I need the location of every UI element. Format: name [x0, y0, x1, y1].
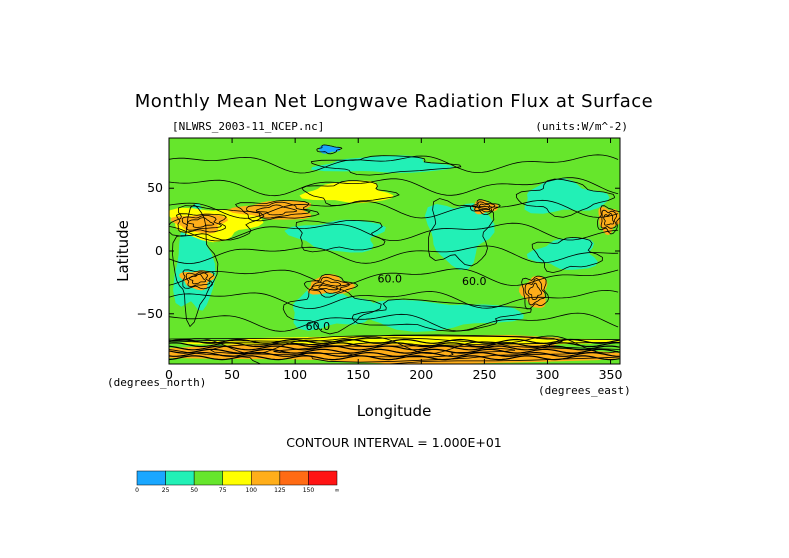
contour-line [603, 213, 615, 226]
colorbar-swatch [222, 470, 252, 486]
colorbar-tick-label: 0 [135, 487, 139, 494]
region-100-10 [170, 213, 228, 234]
x-tick-label: 150 [346, 367, 370, 382]
contour-line [169, 312, 619, 332]
contour-line [169, 289, 619, 310]
colorbar-swatch [251, 470, 281, 486]
contour-line [515, 178, 616, 218]
colorbar: 0 25 50 75 100 125 150 ∞ [135, 470, 340, 494]
contour-line [169, 345, 620, 351]
contour-line [427, 198, 495, 267]
contour-line [316, 144, 343, 155]
region-25-7 [524, 178, 610, 214]
contour-line [597, 205, 620, 235]
colorbar-tick-label: 150 [303, 487, 315, 494]
colorbar-swatch [136, 470, 166, 486]
contour-line [169, 222, 619, 242]
colorbar-swatch [279, 470, 309, 486]
y-unit-label: (degrees_north) [107, 376, 206, 389]
y-axis-ticks: 50 0 −50 [137, 180, 620, 321]
contour-line [318, 280, 342, 291]
contour-label: 60.0 [462, 275, 487, 288]
contour-line [169, 334, 620, 364]
contour-line [310, 155, 462, 176]
contour-line [303, 274, 359, 298]
x-tick-label: 100 [283, 367, 307, 382]
y-tick-label: 0 [155, 243, 163, 258]
contour-line [521, 275, 550, 310]
x-tick-label: 350 [599, 367, 623, 382]
contour-line [169, 338, 620, 344]
region-25-3 [424, 203, 495, 270]
contour-line [478, 203, 491, 210]
colorbar-tick-label: 125 [274, 487, 286, 494]
colorbar-swatch [193, 470, 223, 486]
file-label: [NLWRS_2003-11_NCEP.nc] [172, 120, 324, 133]
contour-line [169, 351, 620, 357]
contour-label: 60.0 [306, 320, 331, 333]
contour-line [234, 199, 320, 222]
y-axis-label: Latitude [114, 220, 132, 282]
contour-line [176, 213, 227, 233]
contour-line [169, 205, 265, 241]
contour-line [169, 348, 620, 354]
contour-line [210, 337, 598, 363]
units-label: (units:W/m^-2) [535, 120, 628, 133]
x-unit-label: (degrees_east) [538, 384, 631, 397]
x-tick-label: 0 [165, 367, 173, 382]
contour-line [469, 199, 501, 215]
contour-line [169, 268, 619, 287]
contour-labels: 60.0 60.0 60.0 [306, 272, 487, 333]
contour-line [187, 217, 215, 228]
x-tick-label: 300 [536, 367, 560, 382]
y-tick-label: −50 [137, 306, 163, 321]
contour-line [169, 199, 619, 219]
plot-area [169, 138, 620, 364]
region-25-2 [366, 299, 524, 332]
contour-line [524, 278, 547, 306]
contour-line [169, 154, 619, 174]
chart-title: Monthly Mean Net Longwave Radiation Flux… [135, 91, 653, 112]
contour-interval-label: CONTOUR INTERVAL = 1.000E+01 [286, 435, 502, 450]
y-tick-label: 50 [147, 180, 163, 195]
contour-line [351, 298, 532, 332]
colorbar-tick-label: ∞ [335, 487, 340, 494]
contour-line [169, 342, 620, 348]
region-25-6 [311, 155, 455, 173]
contour-line [169, 177, 619, 197]
contour-line [181, 215, 223, 231]
x-tick-label: 200 [409, 367, 433, 382]
contour-line [600, 209, 618, 229]
colorbar-tick-label: 25 [162, 487, 170, 494]
colorbar-tick-label: 75 [219, 487, 227, 494]
x-tick-label: 50 [224, 367, 240, 382]
contour-line [182, 269, 215, 290]
x-tick-label: 250 [472, 367, 496, 382]
x-axis-label: Longitude [357, 402, 432, 420]
contour-line [531, 236, 603, 274]
contour-line [311, 276, 351, 294]
contour-line [169, 245, 619, 265]
colorbar-tick-label: 50 [190, 487, 198, 494]
contour-lines [169, 144, 620, 364]
contour-line [282, 284, 382, 335]
region-25-5 [526, 237, 598, 270]
contour-line [295, 219, 386, 253]
contour-line [189, 273, 207, 285]
contour-line [246, 201, 311, 219]
colorbar-swatch [308, 470, 338, 486]
contour-line [169, 355, 620, 361]
colorbar-tick-label: 100 [246, 487, 258, 494]
x-axis-ticks: 0 50 100 150 200 250 300 350 [165, 138, 623, 382]
contour-line [474, 201, 496, 213]
contour-label: 60.0 [378, 272, 403, 285]
contour-line [301, 180, 400, 206]
colorbar-swatch [165, 470, 195, 486]
